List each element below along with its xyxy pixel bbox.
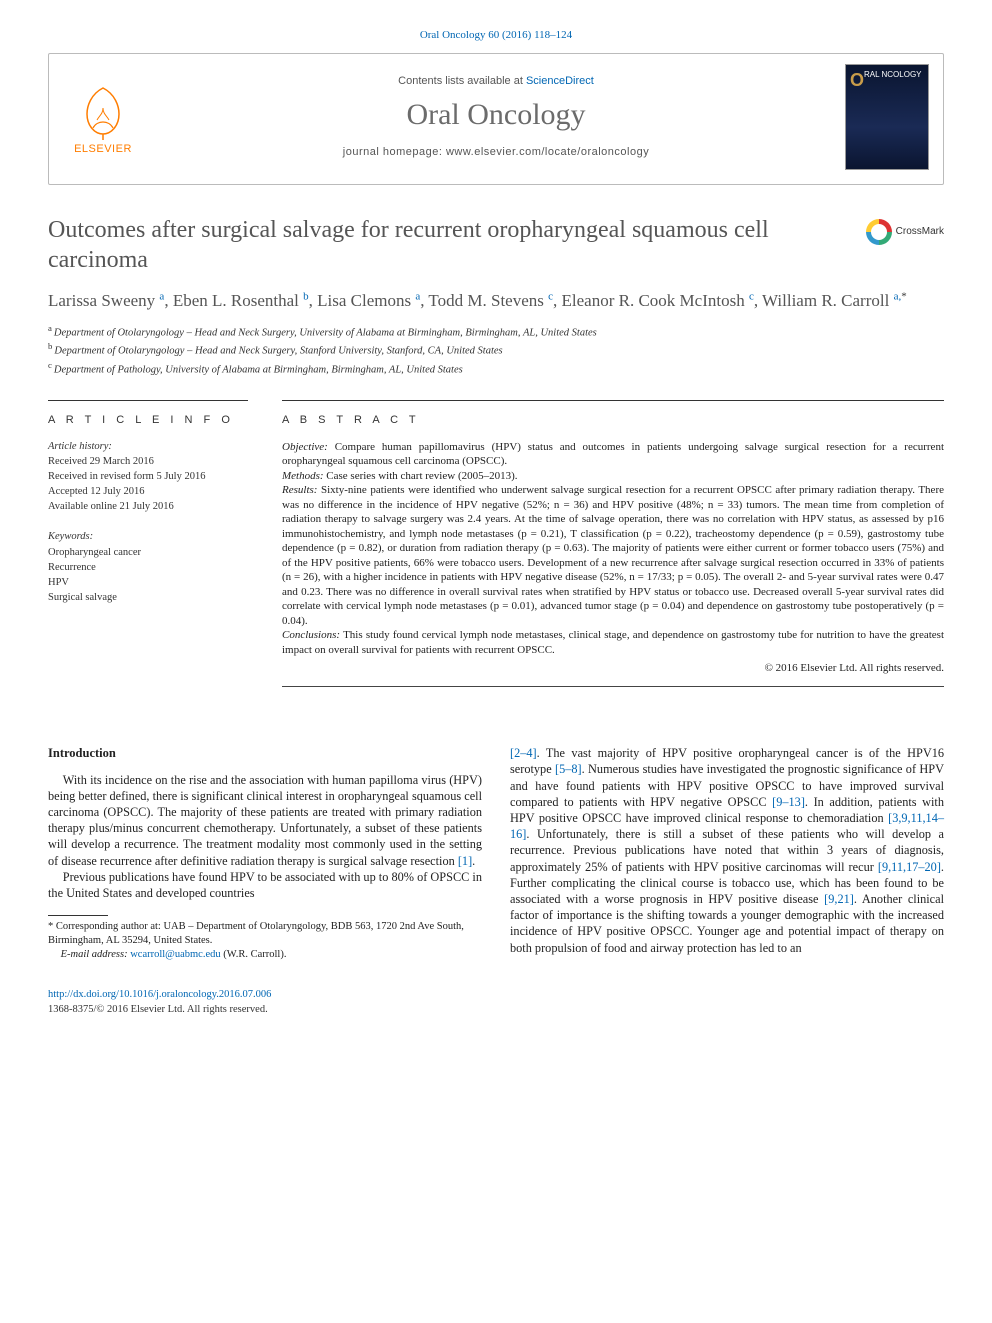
ref-link[interactable]: [2–4] [510, 746, 537, 760]
corresponding-author: * Corresponding author at: UAB – Departm… [48, 920, 482, 948]
homepage-prefix: journal homepage: [343, 146, 446, 158]
abstract-results: Sixty-nine patients were identified who … [282, 484, 944, 627]
article-title-text: Outcomes after surgical salvage for recu… [48, 217, 769, 273]
homepage-line: journal homepage: www.elsevier.com/locat… [173, 145, 819, 160]
body-p1-tail: . [472, 854, 475, 868]
corr-email-link[interactable]: wcarroll@uabmc.edu [130, 949, 220, 960]
issn-line: 1368-8375/© 2016 Elsevier Ltd. All right… [48, 1003, 944, 1017]
crossmark-icon [866, 219, 892, 245]
body-paragraph: Previous publications have found HPV to … [48, 869, 482, 901]
citation-link[interactable]: Oral Oncology 60 (2016) 118–124 [420, 29, 572, 41]
history-online: Available online 21 July 2016 [48, 500, 248, 514]
publisher-name: ELSEVIER [74, 142, 132, 157]
history-received: Received 29 March 2016 [48, 455, 248, 469]
journal-cover-thumb[interactable]: O RAL NCOLOGY [845, 64, 929, 170]
ref-link[interactable]: [5–8] [555, 762, 582, 776]
crossmark-badge[interactable]: CrossMark [866, 219, 944, 245]
email-tail: (W.R. Carroll). [221, 949, 287, 960]
article-history: Article history: Received 29 March 2016 … [48, 440, 248, 515]
affiliation-a: Department of Otolaryngology – Head and … [54, 327, 597, 338]
contents-line: Contents lists available at ScienceDirec… [173, 74, 819, 89]
body-paragraph: [2–4]. The vast majority of HPV positive… [510, 745, 944, 956]
homepage-url[interactable]: www.elsevier.com/locate/oraloncology [446, 146, 649, 158]
page-footer: http://dx.doi.org/10.1016/j.oraloncology… [48, 988, 944, 1017]
body-p1: With its incidence on the rise and the a… [48, 773, 482, 868]
ref-link[interactable]: [9,21] [824, 892, 854, 906]
abstract-conclusions: This study found cervical lymph node met… [282, 629, 944, 656]
body-paragraph: With its incidence on the rise and the a… [48, 772, 482, 869]
authors-line: Larissa Sweeny a, Eben L. Rosenthal b, L… [48, 289, 944, 313]
abstract-methods-lead: Methods: [282, 470, 324, 482]
abstract-results-lead: Results: [282, 484, 317, 496]
keyword: Oropharyngeal cancer [48, 546, 248, 560]
publisher-logo[interactable]: ELSEVIER [63, 77, 143, 157]
citation-line: Oral Oncology 60 (2016) 118–124 [48, 28, 944, 43]
email-label: E-mail address: [61, 949, 131, 960]
corresponding-email-line: E-mail address: wcarroll@uabmc.edu (W.R.… [48, 948, 482, 962]
doi-link[interactable]: http://dx.doi.org/10.1016/j.oraloncology… [48, 989, 271, 1000]
article-info-column: A R T I C L E I N F O Article history: R… [48, 400, 248, 687]
abstract-column: A B S T R A C T Objective: Compare human… [282, 400, 944, 687]
body-p2: Previous publications have found HPV to … [48, 870, 482, 900]
keywords-block: Keywords: Oropharyngeal cancer Recurrenc… [48, 530, 248, 605]
keyword: Recurrence [48, 561, 248, 575]
abstract-objective: Compare human papillomavirus (HPV) statu… [282, 441, 944, 468]
abstract-conclusions-lead: Conclusions: [282, 629, 340, 641]
body-columns: Introduction With its incidence on the r… [48, 745, 944, 962]
ref-link[interactable]: [1] [458, 854, 472, 868]
keyword: HPV [48, 576, 248, 590]
history-accepted: Accepted 12 July 2016 [48, 485, 248, 499]
ref-link[interactable]: [9–13] [772, 795, 805, 809]
journal-title: Oral Oncology [173, 95, 819, 136]
crossmark-label: CrossMark [896, 226, 944, 239]
corr-text: Corresponding author at: UAB – Departmen… [48, 921, 464, 946]
keyword: Surgical salvage [48, 591, 248, 605]
affiliation-c: Department of Pathology, University of A… [54, 364, 463, 375]
sciencedirect-link[interactable]: ScienceDirect [526, 75, 594, 87]
abstract-body: Objective: Compare human papillomavirus … [282, 440, 944, 658]
keywords-label: Keywords: [48, 530, 248, 544]
abstract-heading: A B S T R A C T [282, 413, 944, 428]
masthead: ELSEVIER Contents lists available at Sci… [48, 53, 944, 185]
article-info-heading: A R T I C L E I N F O [48, 413, 248, 428]
elsevier-tree-icon [73, 84, 133, 140]
cover-thumb-label: RAL NCOLOGY [864, 71, 922, 80]
article-title: Outcomes after surgical salvage for recu… [48, 215, 944, 275]
affiliation-b: Department of Otolaryngology – Head and … [54, 346, 502, 357]
abstract-methods: Case series with chart review (2005–2013… [324, 470, 518, 482]
abstract-objective-lead: Objective: [282, 441, 328, 453]
ref-link[interactable]: [9,11,17–20] [878, 860, 941, 874]
history-revised: Received in revised form 5 July 2016 [48, 470, 248, 484]
history-label: Article history: [48, 440, 248, 454]
contents-prefix: Contents lists available at [398, 75, 526, 87]
intro-heading: Introduction [48, 745, 482, 762]
abstract-copyright: © 2016 Elsevier Ltd. All rights reserved… [282, 661, 944, 676]
affiliations: aDepartment of Otolaryngology – Head and… [48, 323, 944, 378]
